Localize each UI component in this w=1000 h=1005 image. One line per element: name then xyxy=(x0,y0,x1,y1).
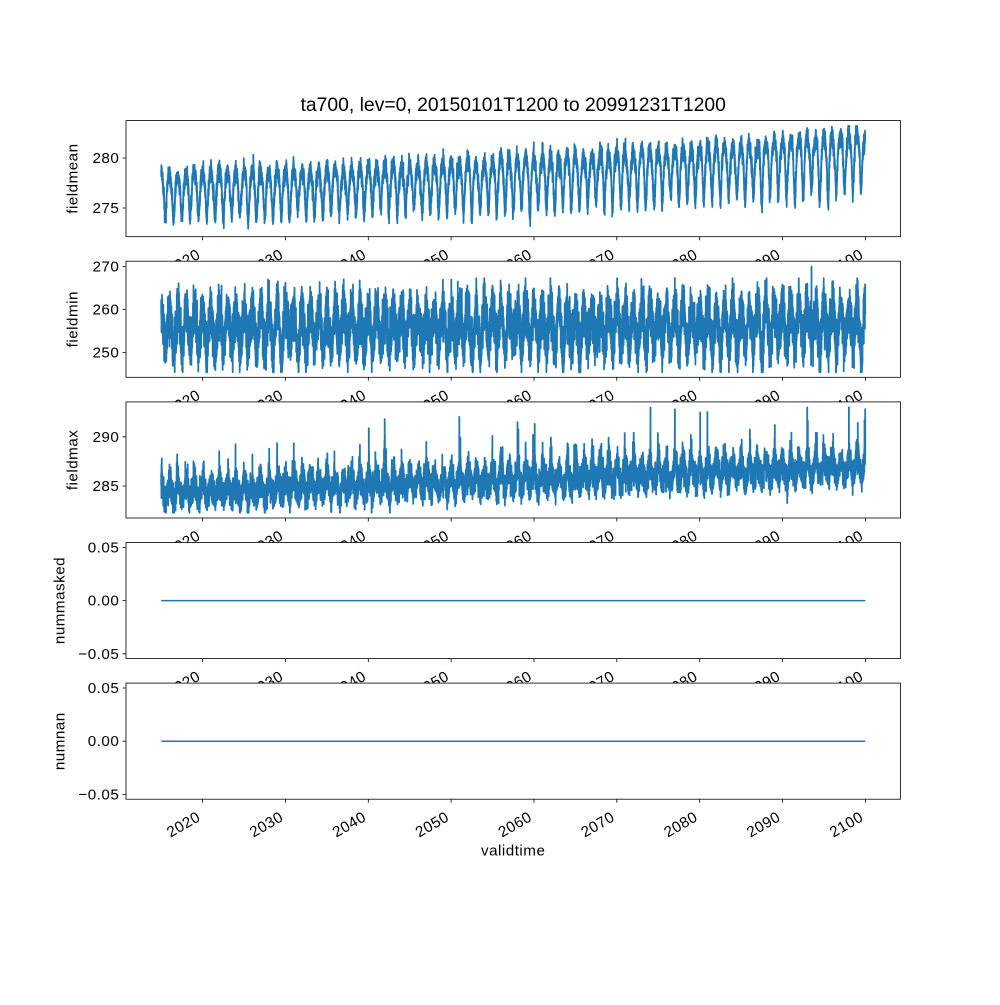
svg-text:290: 290 xyxy=(92,429,119,446)
svg-text:250: 250 xyxy=(92,345,119,362)
svg-text:fieldmean: fieldmean xyxy=(65,143,82,213)
svg-text:0.05: 0.05 xyxy=(88,539,120,556)
svg-text:0.00: 0.00 xyxy=(88,733,120,750)
svg-text:fieldmin: fieldmin xyxy=(65,291,82,347)
svg-text:280: 280 xyxy=(92,150,119,167)
svg-text:285: 285 xyxy=(92,478,119,495)
svg-text:260: 260 xyxy=(92,302,119,319)
svg-text:−0.05: −0.05 xyxy=(78,646,119,663)
svg-text:fieldmax: fieldmax xyxy=(65,430,82,491)
svg-text:0.05: 0.05 xyxy=(88,680,120,697)
svg-text:275: 275 xyxy=(92,200,119,217)
svg-text:−0.05: −0.05 xyxy=(78,786,119,803)
svg-text:0.00: 0.00 xyxy=(88,593,120,610)
svg-text:validtime: validtime xyxy=(481,842,545,859)
svg-text:nummasked: nummasked xyxy=(52,557,69,644)
svg-text:ta700, lev=0, 20150101T1200 to: ta700, lev=0, 20150101T1200 to 20991231T… xyxy=(300,94,725,116)
svg-text:numnan: numnan xyxy=(52,712,69,770)
svg-text:270: 270 xyxy=(92,259,119,276)
